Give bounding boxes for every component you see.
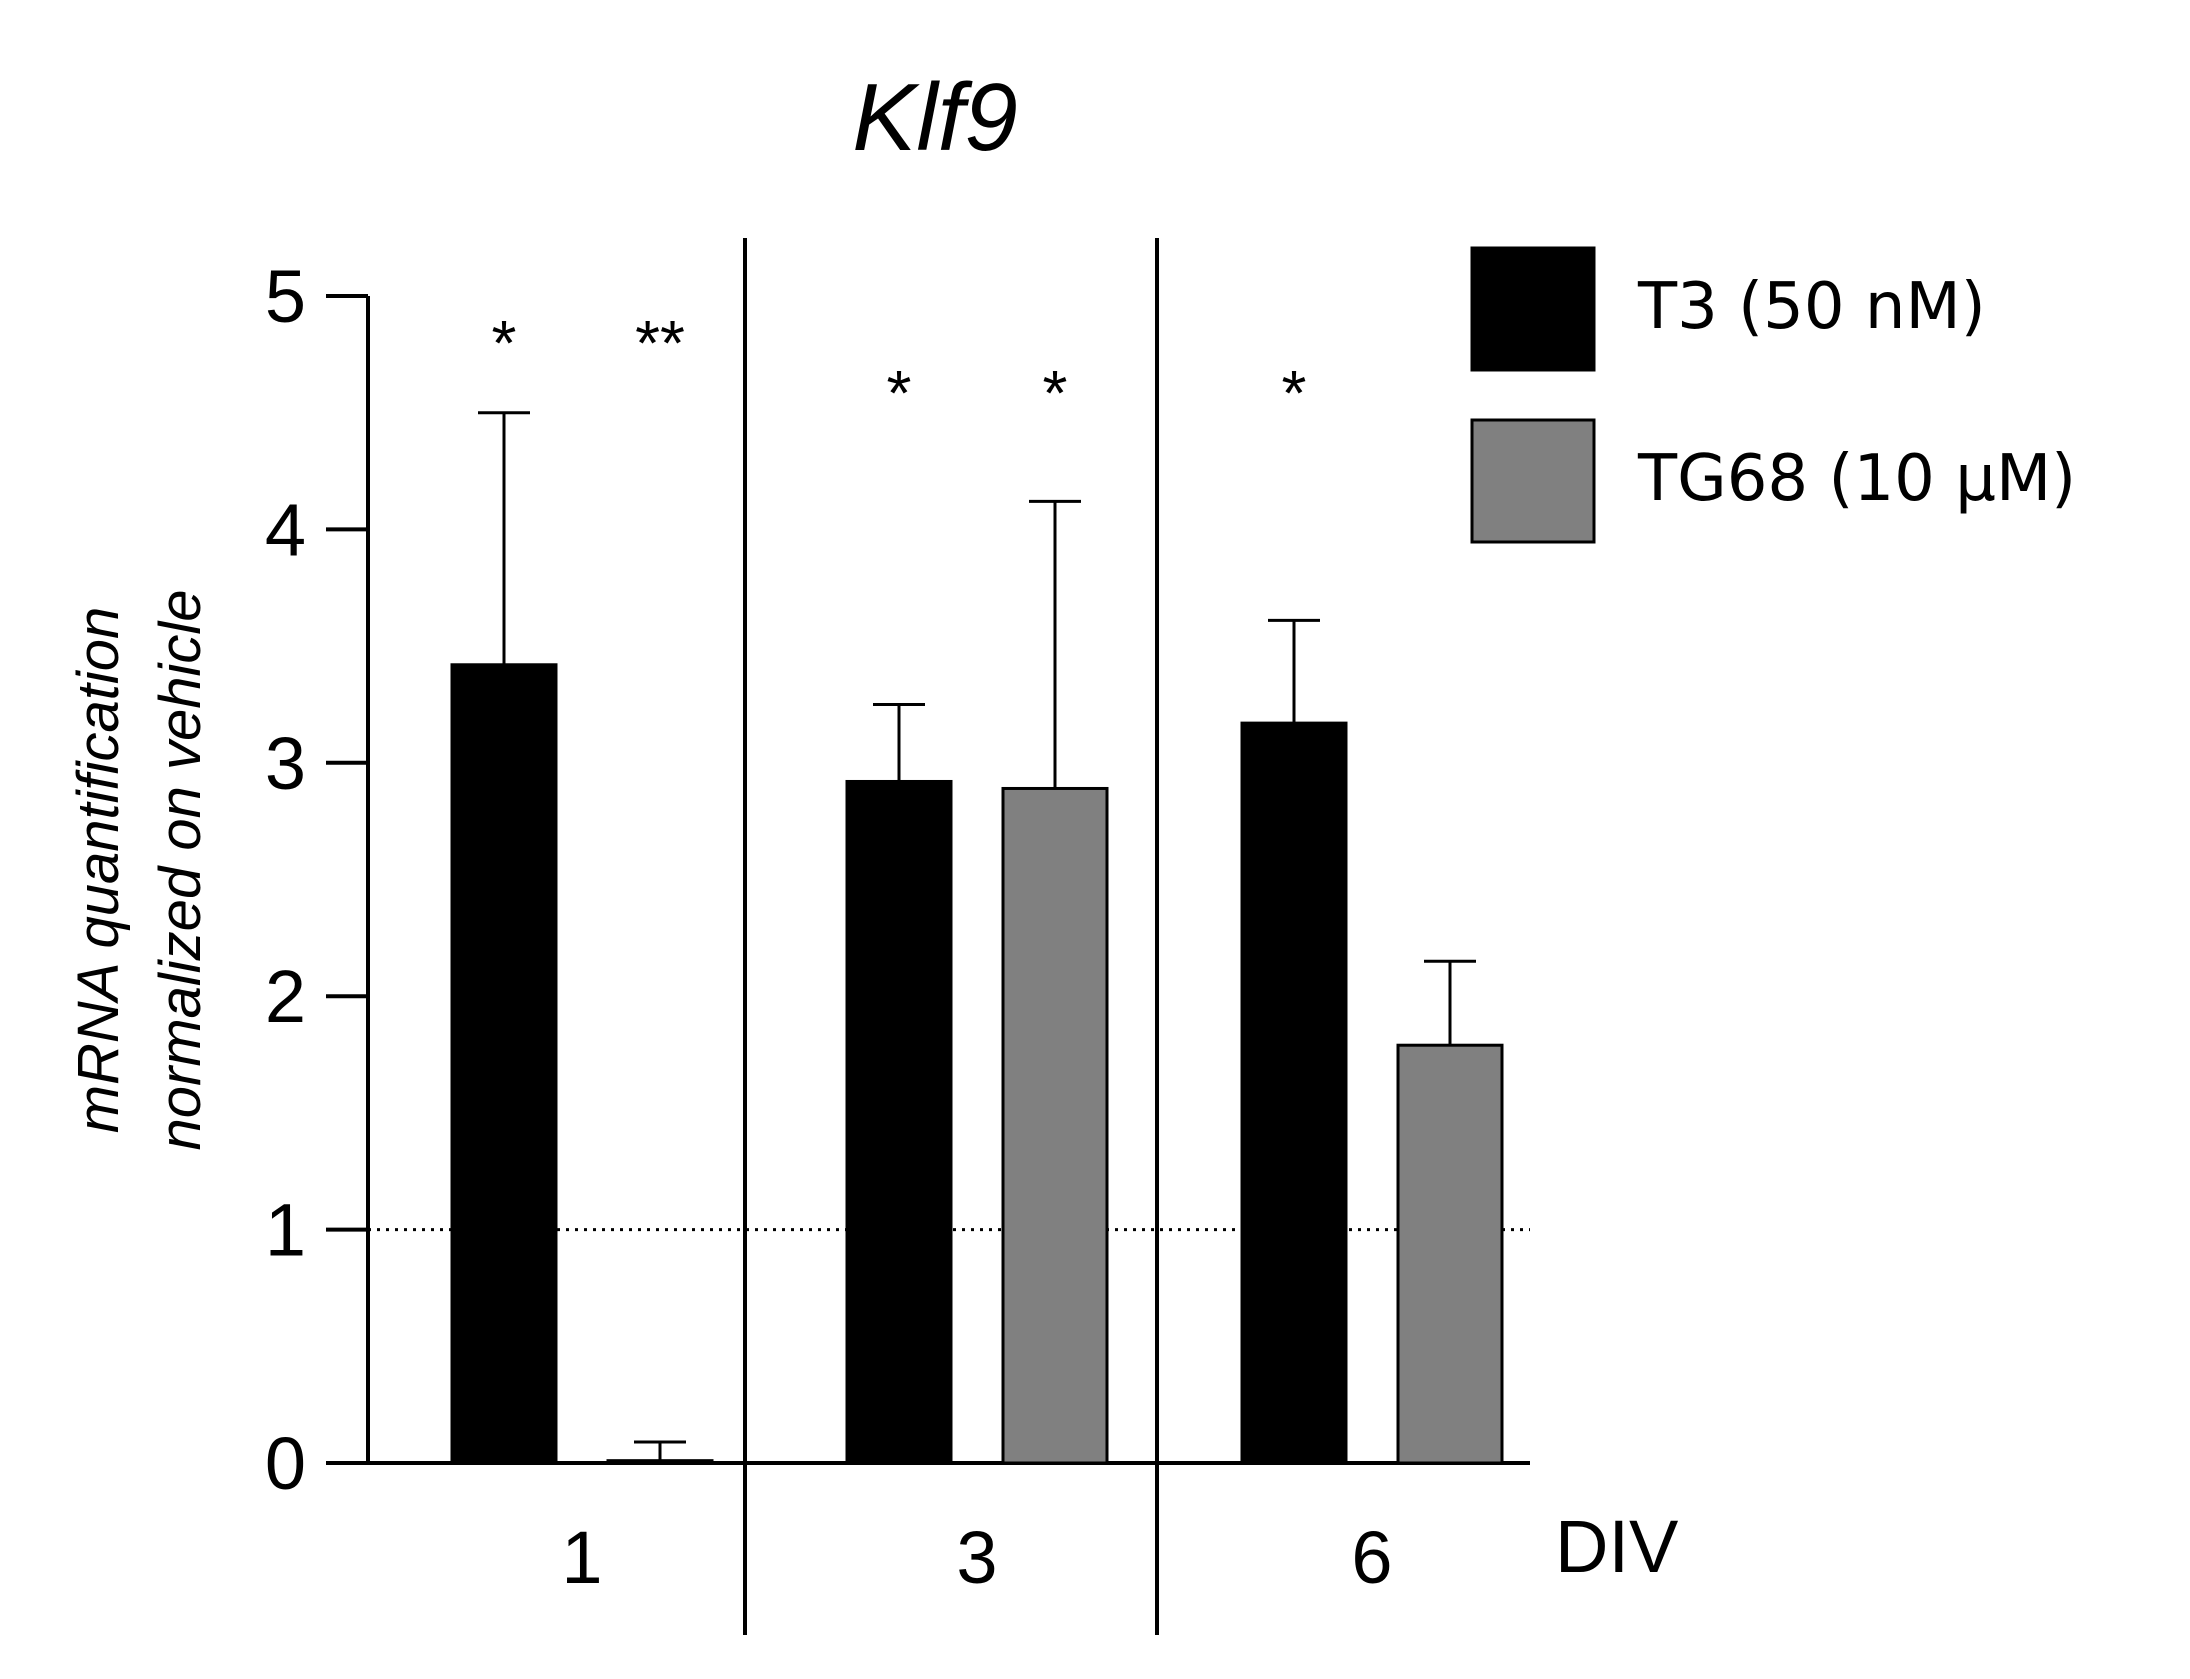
bar-t3-div1 bbox=[450, 663, 558, 1465]
significance-mark: * bbox=[887, 357, 912, 429]
legend-swatch-t3 bbox=[1470, 246, 1596, 372]
legend: T3 (50 nM) TG68 (10 µM) bbox=[1470, 246, 2076, 544]
significance-mark: * bbox=[1282, 357, 1307, 429]
bar-tg68-div6 bbox=[1396, 1043, 1504, 1465]
bar-t3-div3 bbox=[845, 779, 953, 1465]
y-tick-label: 5 bbox=[265, 255, 306, 338]
significance-mark: * bbox=[492, 307, 517, 379]
y-tick-label: 1 bbox=[265, 1189, 306, 1272]
y-tick-label: 2 bbox=[265, 955, 306, 1038]
y-axis-label-line-1: mRNA quantification bbox=[66, 607, 131, 1134]
legend-label-t3: T3 (50 nM) bbox=[1637, 270, 1986, 344]
significance-marks: ** **** bbox=[492, 307, 1307, 429]
bar-tg68-div3 bbox=[1001, 786, 1109, 1465]
bars bbox=[450, 663, 1504, 1465]
y-axis-label-line-2: normalized on vehicle bbox=[148, 590, 213, 1151]
x-tick-label: 3 bbox=[956, 1516, 997, 1599]
y-axis-label: mRNA quantification normalized on vehicl… bbox=[66, 590, 213, 1151]
error-bars bbox=[478, 411, 1476, 1461]
x-tick-labels: 1 3 6 bbox=[561, 1516, 1392, 1599]
y-tick-label: 4 bbox=[265, 488, 306, 571]
legend-label-tg68: TG68 (10 µM) bbox=[1637, 442, 2076, 516]
significance-mark: * bbox=[1043, 357, 1068, 429]
bar-tg68-div1 bbox=[606, 1459, 714, 1465]
x-tick-label: 6 bbox=[1351, 1516, 1392, 1599]
significance-mark: ** bbox=[635, 307, 685, 379]
x-tick-label: 1 bbox=[561, 1516, 602, 1599]
chart-title: Klf9 bbox=[852, 64, 1017, 171]
bar-t3-div6 bbox=[1240, 721, 1348, 1465]
axes: 0 1 2 3 4 5 bbox=[265, 238, 1530, 1635]
y-tick-label: 3 bbox=[265, 722, 306, 805]
legend-swatch-tg68 bbox=[1470, 418, 1596, 544]
x-axis-label: DIV bbox=[1555, 1505, 1679, 1588]
y-tick-label: 0 bbox=[265, 1422, 306, 1505]
